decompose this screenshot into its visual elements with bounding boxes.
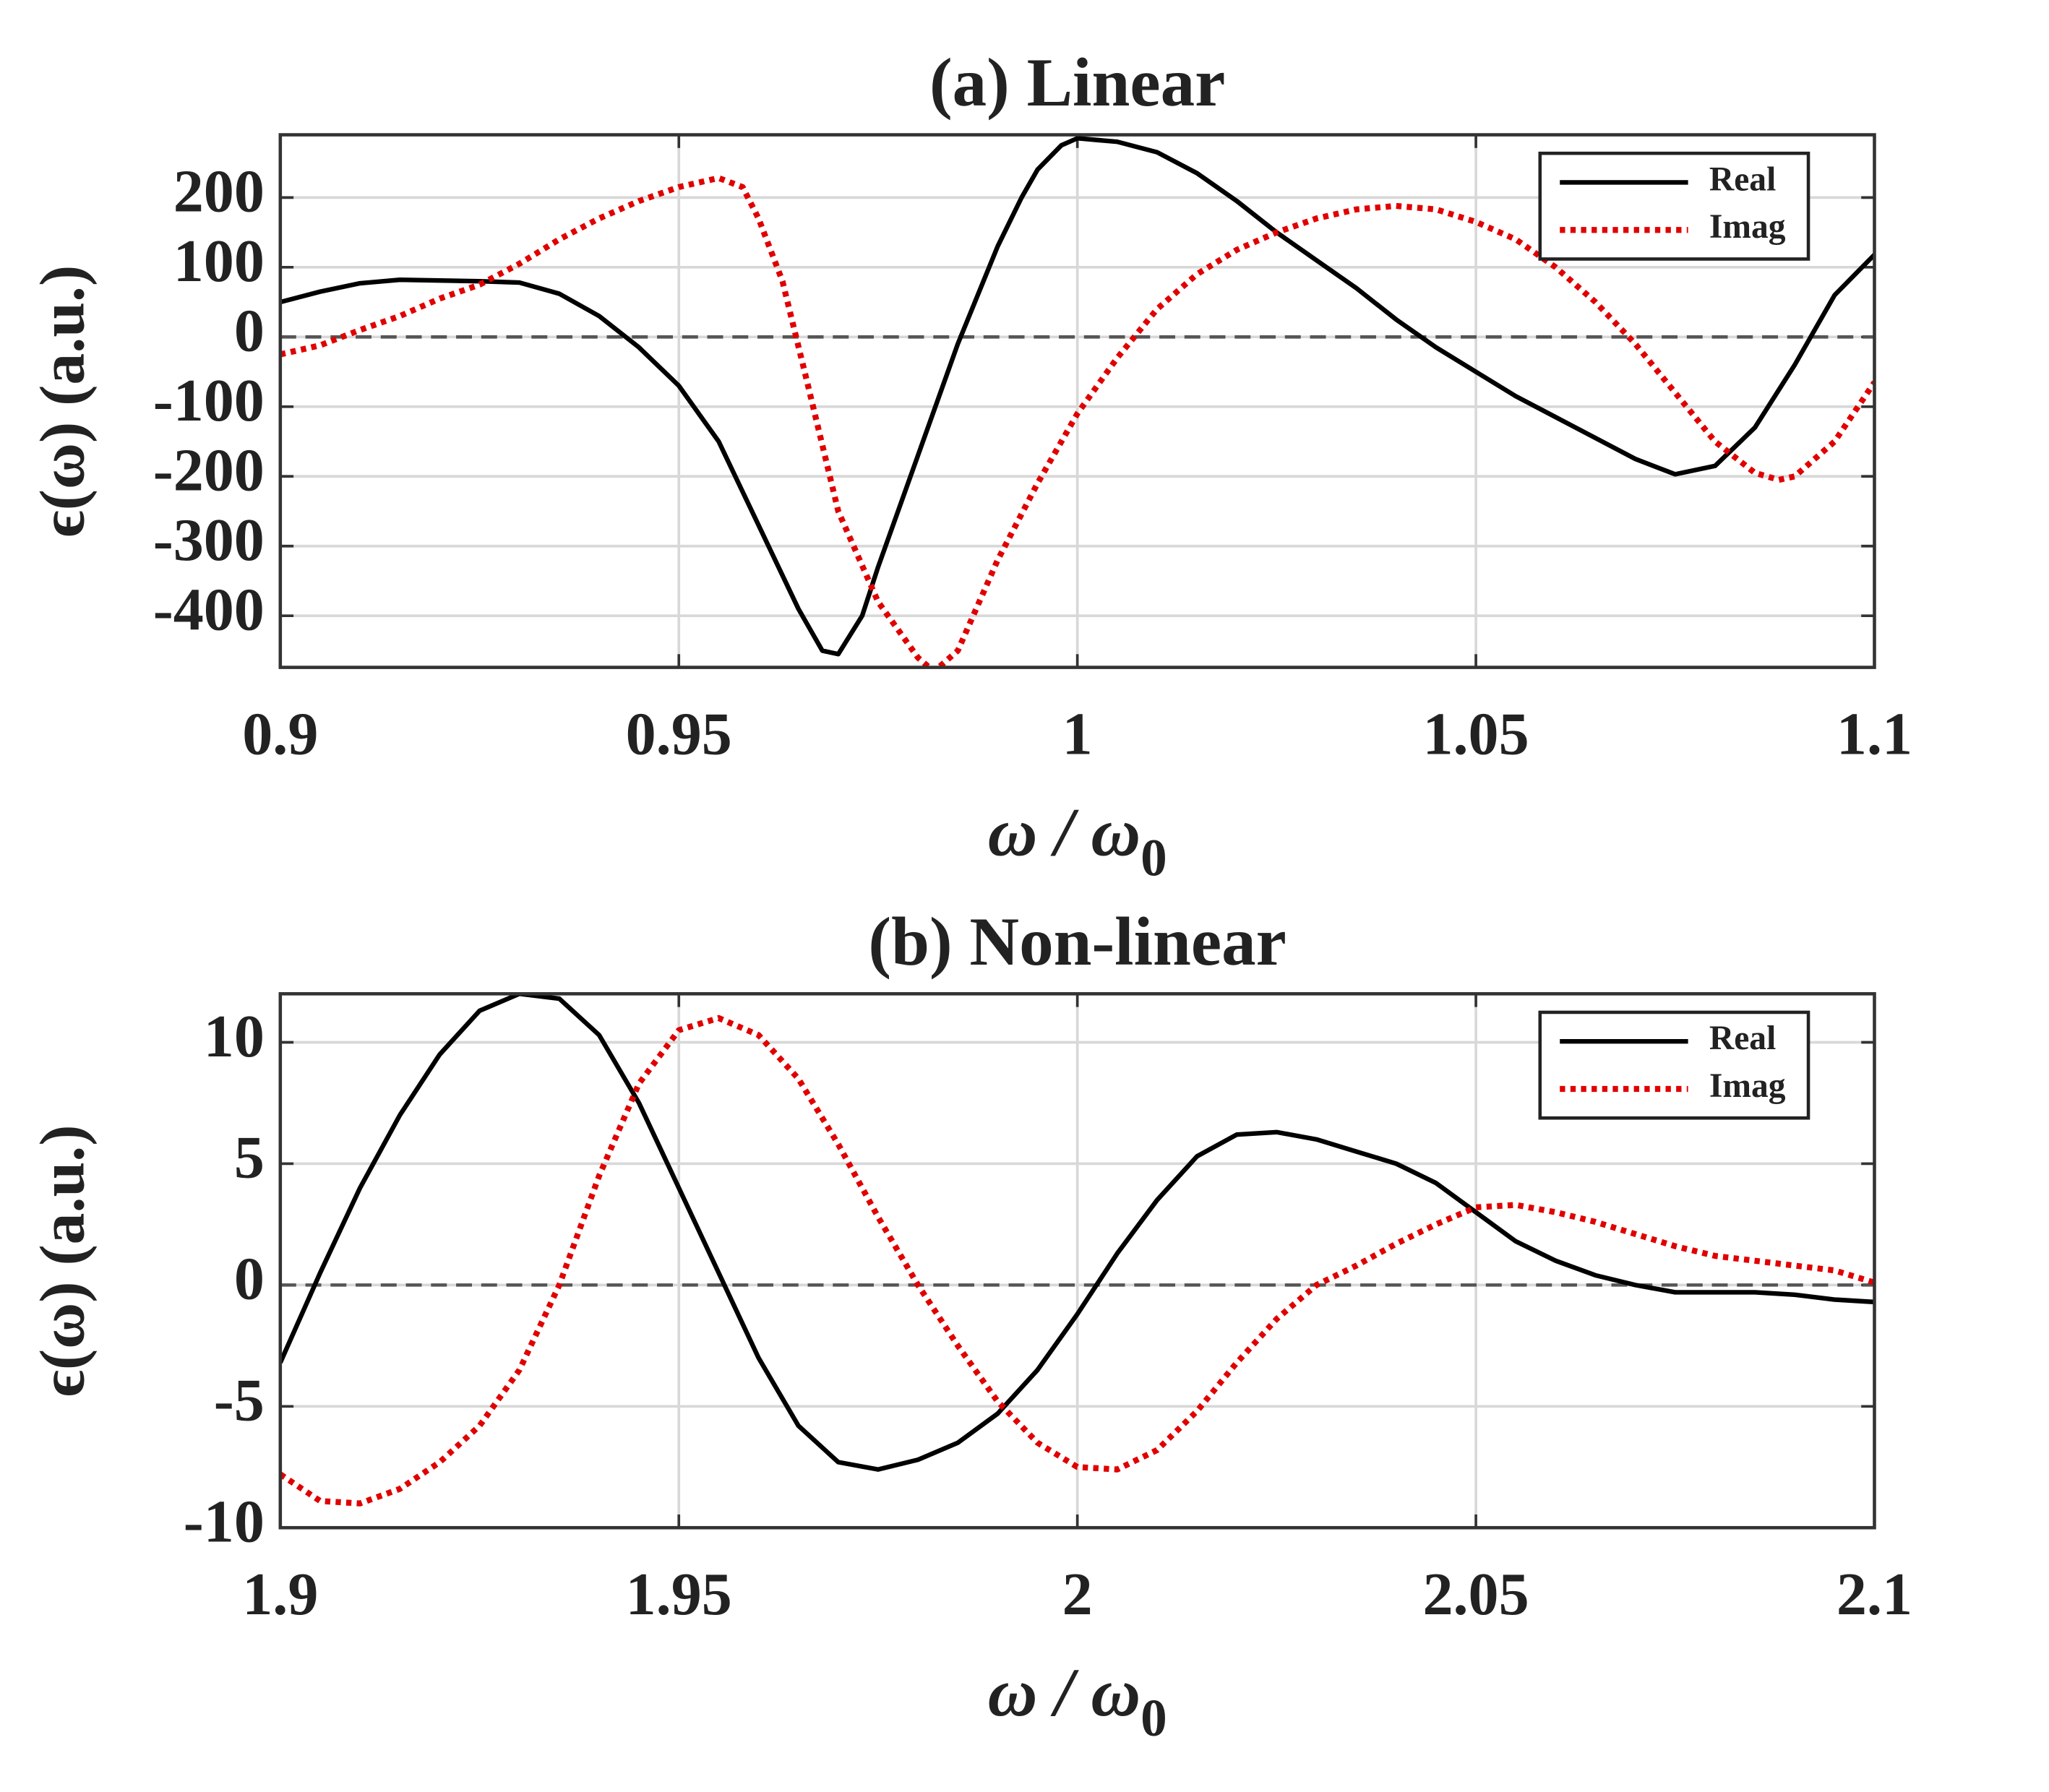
y-tick-label: 100 [173, 228, 265, 295]
x-tick-label: 0.9 [242, 701, 318, 768]
y-tick-label: 200 [173, 158, 265, 225]
chart-title: (a) Linear [929, 44, 1225, 121]
series-line [280, 175, 1875, 668]
x-tick-label: 1.95 [626, 1561, 732, 1628]
y-tick-label: 10 [204, 1003, 265, 1070]
y-tick-label: -400 [153, 577, 265, 644]
axes-frame [278, 992, 1876, 1530]
x-tick-label: 1 [1062, 701, 1093, 768]
legend-box [1538, 151, 1810, 261]
legend-label: Real [1709, 1020, 1776, 1057]
chart: (a) Linear 0.9 0.95 1 1.05 1.1 -400-300-200-10… [27, 44, 1912, 887]
chart-title: (b) Non-linear [868, 903, 1286, 980]
plot-lines [280, 994, 1875, 1507]
y-tick-label: 0 [234, 298, 265, 365]
y-tick-label: -100 [153, 367, 265, 434]
plot-lines [280, 136, 1875, 668]
x-tick-label: 2.1 [1837, 1561, 1912, 1628]
x-tick-label: 2.05 [1422, 1561, 1529, 1628]
y-axis-label: ϵ(ω) (a.u.) [27, 1125, 97, 1397]
x-axis-label-main: ω / ω [988, 793, 1141, 870]
x-tick-label: 0.95 [626, 701, 732, 768]
x-axis-label: ω / ω0 [988, 793, 1167, 887]
series-line [280, 136, 1875, 657]
y-tick-label: -200 [153, 437, 265, 504]
series-line [280, 1015, 1875, 1507]
chart: (b) Non-linear 1.9 1.95 2 2.05 2.1 -10 -5 0 5 10 Re… [27, 903, 1912, 1747]
x-tick-label: 1.1 [1837, 701, 1912, 768]
legend-label: Real [1709, 160, 1776, 198]
legend-label: Imag [1709, 1067, 1786, 1105]
x-tick-label: 1.9 [242, 1561, 318, 1628]
x-axis-label-main: ω / ω [988, 1654, 1141, 1731]
y-tick-label: -300 [153, 507, 265, 574]
y-axis-label: ϵ(ω) (a.u.) [27, 265, 97, 538]
y-tick-label: 0 [234, 1246, 265, 1313]
axes-frame [278, 133, 1876, 669]
y-tick-label: 5 [234, 1124, 265, 1192]
y-tick-label: -5 [214, 1367, 265, 1434]
x-axis-label: ω / ω0 [988, 1654, 1167, 1747]
x-axis-label-sub: 0 [1141, 828, 1167, 887]
legend-label: Imag [1709, 208, 1786, 246]
series-line [280, 994, 1875, 1472]
y-tick-label: -10 [184, 1489, 265, 1556]
x-axis-label-sub: 0 [1141, 1689, 1167, 1747]
x-tick-label: 2 [1062, 1561, 1093, 1628]
x-tick-label: 1.05 [1422, 701, 1529, 768]
legend-box [1538, 1010, 1810, 1120]
